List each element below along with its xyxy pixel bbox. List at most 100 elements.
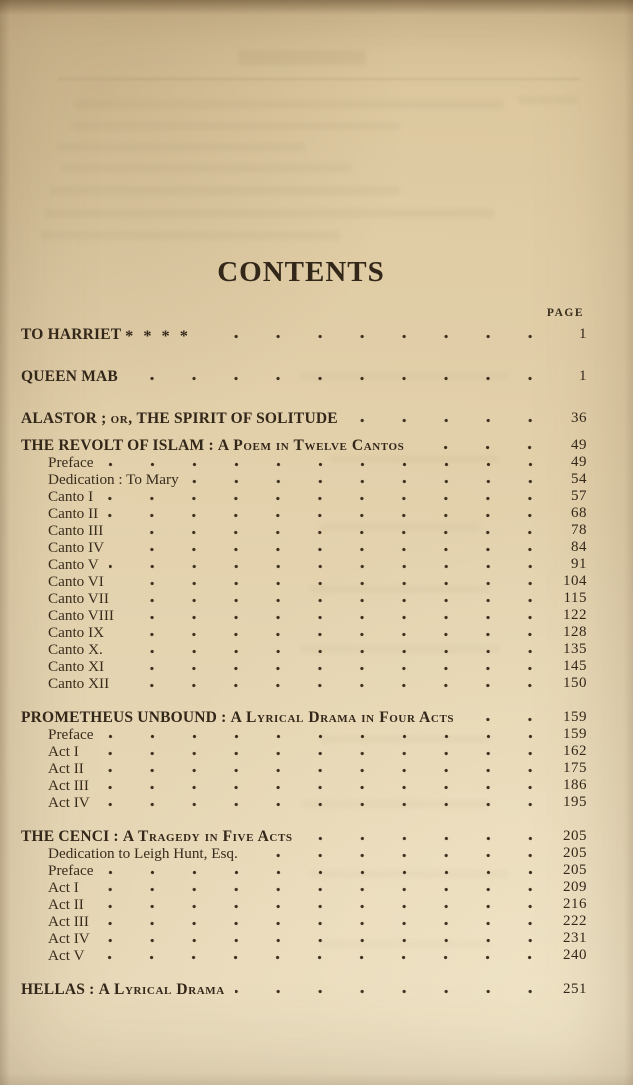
- dot-leader: [200, 326, 553, 343]
- subentry-label: Preface: [48, 454, 94, 471]
- toc-subentry: Act IV 231: [21, 930, 587, 947]
- entry-title-run: A Lyrical Drama: [98, 981, 225, 998]
- dot-leader: [94, 947, 553, 964]
- entry-title-run: THE CENCI :: [21, 828, 123, 845]
- page-number: 209: [563, 879, 587, 895]
- page-number: 49: [571, 454, 587, 470]
- toc-subentry: Canto V 91: [21, 556, 587, 573]
- page-number: 186: [563, 777, 587, 793]
- toc-entry: PROMETHEUS UNBOUND : A Lyrical Drama in …: [21, 709, 587, 726]
- dot-leader: [99, 930, 553, 947]
- subentry-label: Act III: [48, 913, 89, 930]
- dot-leader: [98, 777, 553, 794]
- toc-subentry: Dedication : To Mary 54: [21, 471, 587, 488]
- page-number: 222: [563, 913, 587, 929]
- page-number: 57: [571, 488, 587, 504]
- entry-title-stars: * * * *: [125, 327, 191, 345]
- page-number: 175: [563, 760, 587, 776]
- dot-leader: [414, 437, 553, 454]
- dot-leader: [123, 607, 553, 624]
- dot-leader: [127, 368, 553, 385]
- subentry-label: Canto V: [48, 556, 99, 573]
- entry-title-run: THE SPIRIT OF SOLITUDE: [132, 410, 338, 427]
- toc-entry: TO HARRIET * * * * 1: [21, 326, 587, 345]
- toc-subentry: Act I 209: [21, 879, 587, 896]
- subentry-label: Canto VIII: [48, 607, 114, 624]
- dot-leader: [113, 522, 553, 539]
- subentry-label: Canto IX: [48, 624, 105, 641]
- subentry-label: Act V: [48, 947, 85, 964]
- page-number: 240: [563, 947, 587, 963]
- toc-subentry: Act II 175: [21, 760, 587, 777]
- subentry-label: Dedication : To Mary: [48, 471, 179, 488]
- toc-subentry: Act I 162: [21, 743, 587, 760]
- toc-subentry: Canto IX 128: [21, 624, 587, 641]
- page-number: 251: [563, 981, 587, 997]
- page-number: 68: [571, 505, 587, 521]
- dot-leader: [88, 743, 553, 760]
- toc-subentry: Preface 159: [21, 726, 587, 743]
- entry-title-run: PROMETHEUS UNBOUND :: [21, 709, 231, 726]
- dot-leader: [88, 879, 553, 896]
- entry-title: TO HARRIET * * * *: [21, 326, 191, 345]
- page-number: 150: [563, 675, 587, 691]
- contents-page: CONTENTS PAGE TO HARRIET * * * * 1 QUEEN M…: [21, 307, 587, 998]
- page-number: 36: [571, 410, 587, 426]
- page-number: 162: [563, 743, 587, 759]
- toc-subentry: Act III 186: [21, 777, 587, 794]
- dot-leader: [188, 471, 553, 488]
- toc-subentry: Canto II 68: [21, 505, 587, 522]
- toc-subentry: Canto VIII 122: [21, 607, 587, 624]
- entry-title-run: HELLAS :: [21, 981, 99, 998]
- dot-leader: [99, 794, 553, 811]
- entry-title-run: TO HARRIET: [21, 326, 126, 343]
- dot-leader: [114, 624, 553, 641]
- dot-leader: [118, 590, 553, 607]
- page-number: 1: [579, 368, 587, 384]
- subentry-label: Act IV: [48, 794, 90, 811]
- toc-list: TO HARRIET * * * * 1 QUEEN MAB 1 ALASTOR ; o…: [21, 326, 587, 998]
- page-number: 205: [563, 828, 587, 844]
- dot-leader: [119, 675, 553, 692]
- page-number: 104: [563, 573, 587, 589]
- toc-subentry: Canto XII 150: [21, 675, 587, 692]
- toc-subentry: Act III 222: [21, 913, 587, 930]
- dot-leader: [103, 454, 553, 471]
- subentry-label: Act III: [48, 777, 89, 794]
- subentry-label: Dedication to Leigh Hunt, Esq.: [48, 845, 238, 862]
- page-number: 159: [563, 709, 587, 725]
- page-number: 135: [563, 641, 587, 657]
- dot-leader: [247, 845, 553, 862]
- toc-subentry: Preface 49: [21, 454, 587, 471]
- toc-subentry: Act II 216: [21, 896, 587, 913]
- dot-leader: [93, 760, 553, 777]
- page-number: 145: [563, 658, 587, 674]
- page-number: 91: [571, 556, 587, 572]
- entry-title: PROMETHEUS UNBOUND : A Lyrical Drama in …: [21, 709, 454, 726]
- page-number: 1: [579, 326, 587, 342]
- dot-leader: [302, 828, 553, 845]
- dot-leader: [103, 726, 553, 743]
- entry-title: ALASTOR ; or, THE SPIRIT OF SOLITUDE: [21, 410, 338, 427]
- page-number: 128: [563, 624, 587, 640]
- page-number: 122: [563, 607, 587, 623]
- subentry-label: Act IV: [48, 930, 90, 947]
- toc-subentry: Canto XI 145: [21, 658, 587, 675]
- toc-subentry: Canto I 57: [21, 488, 587, 505]
- subentry-label: Canto XII: [48, 675, 110, 692]
- subentry-label: Act II: [48, 760, 84, 777]
- toc-subentry: Dedication to Leigh Hunt, Esq. 205: [21, 845, 587, 862]
- subentry-label: Act I: [48, 879, 79, 896]
- toc-subentry: Act IV 195: [21, 794, 587, 811]
- dot-leader: [108, 556, 553, 573]
- subentry-label: Canto X.: [48, 641, 103, 658]
- toc-entry: HELLAS : A Lyrical Drama 251: [21, 981, 587, 998]
- entry-title: QUEEN MAB: [21, 368, 118, 385]
- toc-entry: THE REVOLT OF ISLAM : A Poem in Twelve C…: [21, 437, 587, 454]
- subentry-label: Canto VI: [48, 573, 104, 590]
- toc-entry: THE CENCI : A Tragedy in Five Acts 205: [21, 828, 587, 845]
- page-number: 216: [563, 896, 587, 912]
- subentry-label: Canto XI: [48, 658, 105, 675]
- toc-subentry: Canto VII 115: [21, 590, 587, 607]
- dot-leader: [114, 658, 553, 675]
